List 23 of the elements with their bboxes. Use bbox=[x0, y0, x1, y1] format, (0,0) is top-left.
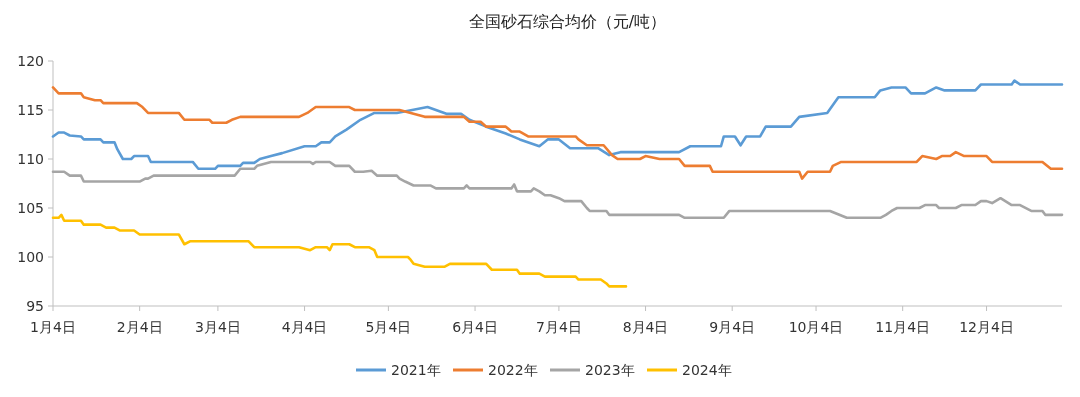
x-tick-label: 10月4日 bbox=[788, 319, 844, 335]
y-tick-label: 110 bbox=[17, 151, 44, 167]
x-tick-label: 9月4日 bbox=[709, 319, 756, 335]
x-tick-label: 7月4日 bbox=[535, 319, 582, 335]
legend-label: 2024年 bbox=[682, 362, 732, 378]
x-tick-label: 1月4日 bbox=[30, 319, 76, 335]
y-tick-label: 115 bbox=[17, 102, 44, 118]
x-tick-label: 5月4日 bbox=[365, 319, 412, 335]
x-tick-label: 8月4日 bbox=[622, 319, 669, 335]
legend-label: 2023年 bbox=[585, 362, 635, 378]
y-tick-label: 95 bbox=[26, 298, 44, 314]
x-tick-label: 2月4日 bbox=[116, 319, 163, 335]
x-tick-label: 11月4日 bbox=[875, 319, 931, 335]
legend-label: 2021年 bbox=[391, 362, 441, 378]
y-tick-label: 100 bbox=[17, 249, 44, 265]
y-tick-label: 105 bbox=[17, 200, 44, 216]
legend-label: 2022年 bbox=[488, 362, 538, 378]
y-tick-label: 120 bbox=[17, 53, 44, 69]
x-tick-label: 12月4日 bbox=[959, 319, 1014, 335]
chart-title: 全国砂石综合均价（元/吨） bbox=[468, 12, 667, 31]
x-tick-label: 4月4日 bbox=[281, 319, 328, 335]
x-tick-label: 3月4日 bbox=[194, 319, 241, 335]
x-tick-label: 6月4日 bbox=[452, 319, 498, 335]
